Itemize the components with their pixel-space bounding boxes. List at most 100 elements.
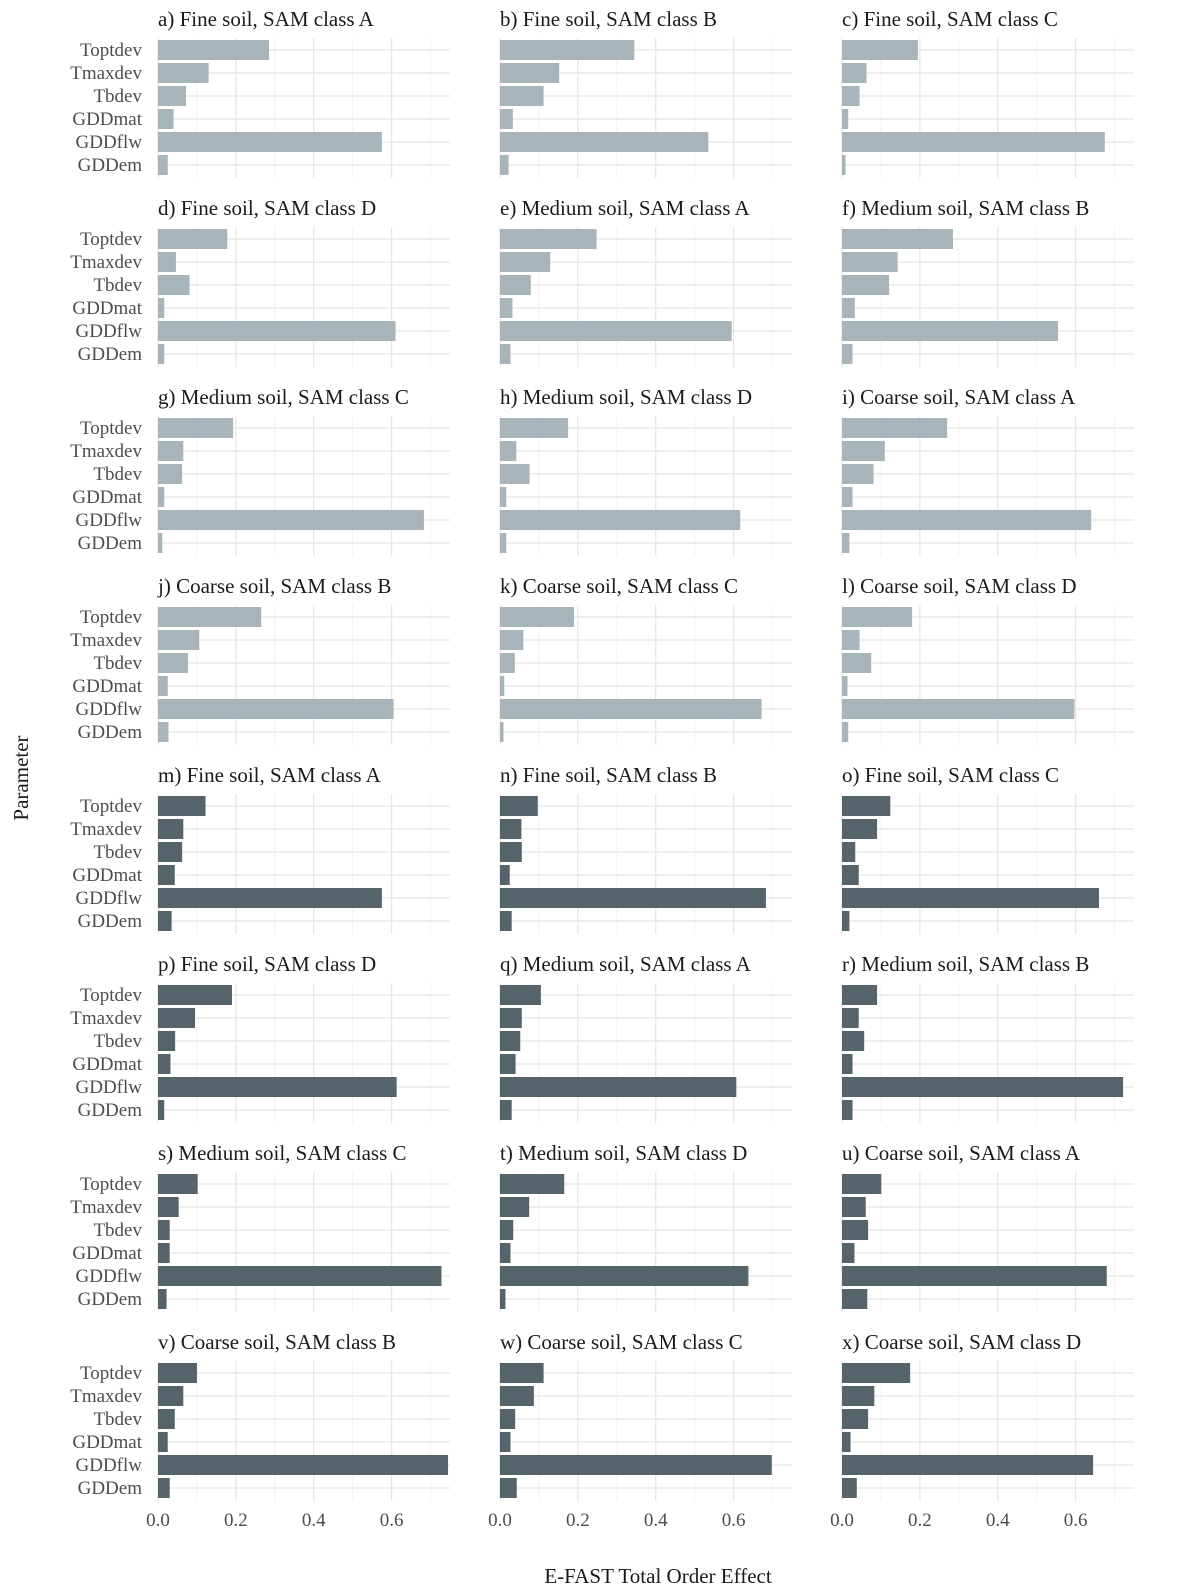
- panel-title: h) Medium soil, SAM class D: [500, 385, 752, 409]
- category-label: GDDmat: [72, 676, 142, 697]
- category-label: GDDflw: [76, 1077, 143, 1098]
- bar: [500, 1174, 565, 1194]
- category-label: GDDem: [78, 1478, 143, 1499]
- bar: [158, 487, 165, 507]
- bar: [158, 1100, 165, 1120]
- bar: [842, 1243, 855, 1263]
- bar: [500, 1031, 521, 1051]
- bar: [842, 132, 1105, 152]
- y-axis-title: Parameter: [9, 735, 33, 820]
- bar: [158, 252, 176, 272]
- panel: x) Coarse soil, SAM class D 0.0 0.2 0.4 0.6: [830, 1330, 1134, 1531]
- panel-title: u) Coarse soil, SAM class A: [842, 1141, 1081, 1165]
- bar: [842, 796, 891, 816]
- bar: [158, 321, 396, 341]
- category-label: Toptdev: [80, 985, 142, 1006]
- panel: b) Fine soil, SAM class B: [499, 7, 792, 178]
- bar: [842, 1077, 1124, 1097]
- panel-title: o) Fine soil, SAM class C: [842, 763, 1059, 787]
- bar: [158, 344, 165, 364]
- bar: [500, 819, 522, 839]
- panel: d) Fine soil, SAM class D ToptdevTmaxdevT…: [70, 196, 450, 367]
- panel-title: a) Fine soil, SAM class A: [158, 7, 375, 31]
- bar: [500, 1266, 749, 1286]
- panel-title: g) Medium soil, SAM class C: [158, 385, 409, 409]
- bar: [842, 1455, 1094, 1475]
- bar: [842, 464, 874, 484]
- bar: [500, 796, 538, 816]
- bar: [500, 155, 509, 175]
- category-label: Tbdev: [93, 1409, 142, 1430]
- bar: [842, 63, 867, 83]
- bar: [500, 1386, 534, 1406]
- panel: t) Medium soil, SAM class D: [499, 1141, 792, 1312]
- bar: [158, 298, 165, 318]
- x-tick-label: 0.4: [302, 1510, 326, 1531]
- bar: [158, 1455, 449, 1475]
- bar: [158, 842, 183, 862]
- panel: m) Fine soil, SAM class A ToptdevTmaxdevT…: [70, 763, 450, 934]
- panel: c) Fine soil, SAM class C: [841, 7, 1134, 178]
- bar: [500, 1289, 506, 1309]
- panel-title: k) Coarse soil, SAM class C: [500, 574, 738, 598]
- bar: [158, 275, 190, 295]
- category-label: Tmaxdev: [70, 441, 142, 462]
- category-label: Tbdev: [93, 1031, 142, 1052]
- bar: [842, 1100, 853, 1120]
- bar: [842, 155, 846, 175]
- bar: [842, 321, 1059, 341]
- bar: [500, 252, 551, 272]
- bar: [158, 1008, 195, 1028]
- bar: [158, 1363, 197, 1383]
- category-label: GDDflw: [76, 1266, 143, 1287]
- bar: [158, 155, 168, 175]
- bar: [842, 441, 885, 461]
- bar: [500, 676, 505, 696]
- category-label: GDDem: [78, 533, 143, 554]
- panel: l) Coarse soil, SAM class D: [841, 574, 1134, 745]
- bar: [158, 607, 262, 627]
- bar: [842, 722, 849, 742]
- bar: [500, 1432, 511, 1452]
- bar: [842, 344, 853, 364]
- category-label: Tmaxdev: [70, 1008, 142, 1029]
- category-label: GDDem: [78, 722, 143, 743]
- panel: o) Fine soil, SAM class C: [841, 763, 1134, 934]
- category-label: Toptdev: [80, 607, 142, 628]
- bar: [500, 109, 513, 129]
- panel: h) Medium soil, SAM class D: [499, 385, 792, 556]
- panel-title: n) Fine soil, SAM class B: [500, 763, 717, 787]
- bar: [158, 63, 209, 83]
- panel: f) Medium soil, SAM class B: [841, 196, 1134, 367]
- panel-title: v) Coarse soil, SAM class B: [158, 1330, 396, 1354]
- category-label: Tbdev: [93, 653, 142, 674]
- bar: [842, 699, 1075, 719]
- bar: [158, 1432, 168, 1452]
- bar: [500, 321, 732, 341]
- bar: [842, 109, 849, 129]
- panel: u) Coarse soil, SAM class A: [841, 1141, 1134, 1312]
- x-tick-label: 0.4: [644, 1510, 668, 1531]
- x-axis-title: E-FAST Total Order Effect: [544, 1564, 772, 1588]
- bar: [842, 229, 953, 249]
- bar: [500, 1197, 530, 1217]
- bar: [500, 1409, 516, 1429]
- category-label: Toptdev: [80, 796, 142, 817]
- panel: s) Medium soil, SAM class C ToptdevTmaxde…: [70, 1141, 450, 1312]
- bar: [500, 1077, 737, 1097]
- bar: [500, 86, 544, 106]
- bar: [500, 418, 569, 438]
- bar: [500, 888, 766, 908]
- bar: [158, 1031, 176, 1051]
- bar: [158, 1478, 170, 1498]
- category-label: GDDem: [78, 344, 143, 365]
- panel-title: s) Medium soil, SAM class C: [158, 1141, 407, 1165]
- category-label: Toptdev: [80, 1174, 142, 1195]
- bar: [500, 630, 524, 650]
- panel: p) Fine soil, SAM class D ToptdevTmaxdevT…: [70, 952, 450, 1123]
- panel-title: f) Medium soil, SAM class B: [842, 196, 1089, 220]
- category-label: Tbdev: [93, 842, 142, 863]
- category-label: GDDflw: [76, 510, 143, 531]
- panel: a) Fine soil, SAM class A ToptdevTmaxdevT…: [70, 7, 450, 178]
- bar: [500, 298, 513, 318]
